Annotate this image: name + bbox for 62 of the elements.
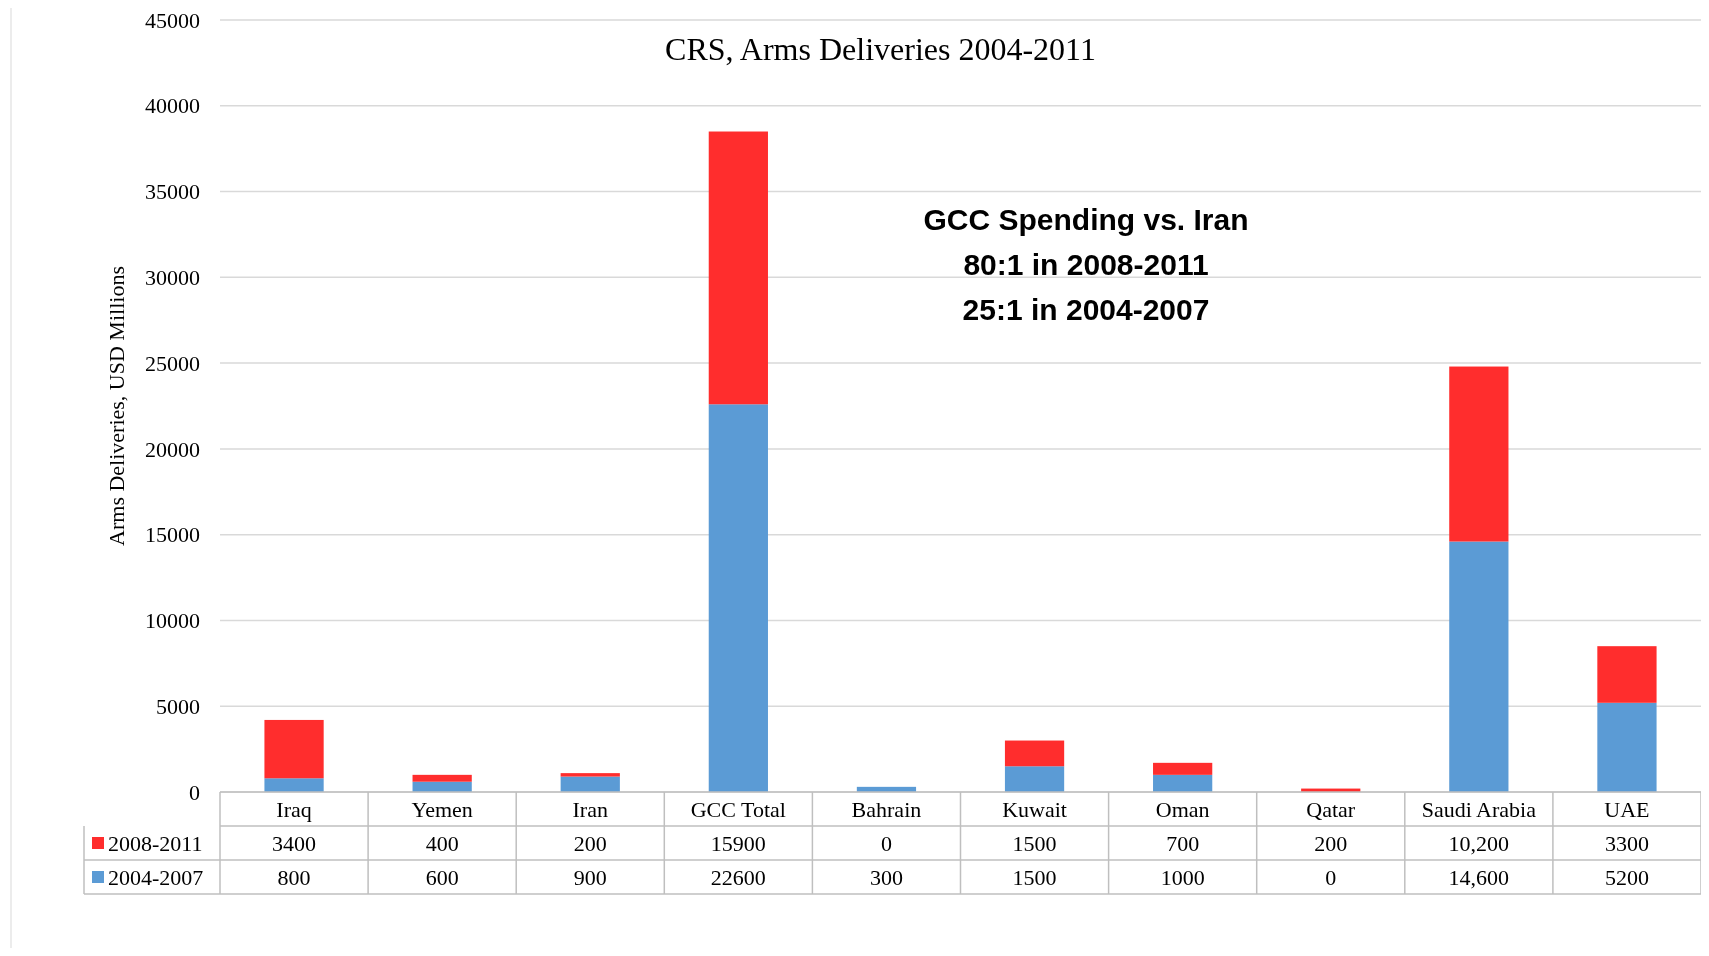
bar xyxy=(708,131,768,405)
bar xyxy=(708,404,768,792)
bar xyxy=(1597,702,1657,792)
x-tick-label: Kuwait xyxy=(1002,796,1067,822)
x-tick-label: UAE xyxy=(1604,796,1650,822)
y-tick-label: 20000 xyxy=(145,436,200,462)
data-label: 200 xyxy=(573,830,607,856)
data-label: 22600 xyxy=(710,864,766,890)
y-tick-label: 10000 xyxy=(145,608,200,634)
bar xyxy=(1004,740,1065,767)
data-label: 700 xyxy=(1166,830,1200,856)
data-label: 800 xyxy=(277,864,311,890)
data-label: 300 xyxy=(869,864,903,890)
data-label: 3400 xyxy=(272,830,317,856)
bar xyxy=(1153,774,1213,792)
x-tick-label: Saudi Arabia xyxy=(1421,796,1537,822)
y-tick-label: 30000 xyxy=(145,265,200,291)
y-tick-label: 35000 xyxy=(145,179,200,205)
data-label: 1500 xyxy=(1012,830,1057,856)
data-label: 600 xyxy=(425,864,459,890)
bar xyxy=(264,778,324,792)
bar xyxy=(1153,762,1213,775)
y-tick-label: 25000 xyxy=(145,350,200,376)
y-tick-label: 15000 xyxy=(145,522,200,548)
data-label: 3300 xyxy=(1604,830,1649,856)
bar xyxy=(264,719,324,779)
bar xyxy=(1004,766,1065,792)
x-tick-label: Iraq xyxy=(276,796,312,822)
data-label: 400 xyxy=(425,830,459,856)
data-label: 0 xyxy=(1325,864,1337,890)
bar xyxy=(412,774,472,782)
data-label: 15900 xyxy=(710,830,766,856)
data-label: 200 xyxy=(1314,830,1348,856)
chart-title: CRS, Arms Deliveries 2004-2011 xyxy=(665,31,1096,67)
legend-label: 2008-2011 xyxy=(108,830,203,856)
bar xyxy=(1449,541,1509,792)
data-label: 900 xyxy=(573,864,607,890)
bar xyxy=(560,776,620,792)
x-tick-label: Qatar xyxy=(1306,796,1356,822)
legend-label: 2004-2007 xyxy=(108,864,204,890)
data-label: 14,600 xyxy=(1448,864,1510,890)
data-label: 0 xyxy=(880,830,892,856)
x-tick-label: Oman xyxy=(1155,796,1210,822)
bar xyxy=(1449,366,1509,542)
y-tick-label: 0 xyxy=(189,779,200,805)
y-axis-title: Arms Deliveries, USD Millions xyxy=(104,266,129,546)
data-label: 10,200 xyxy=(1448,830,1510,856)
annotation: 25:1 in 2004-2007 xyxy=(962,293,1210,326)
x-tick-label: GCC Total xyxy=(690,796,786,822)
bar xyxy=(560,773,620,777)
data-label: 5200 xyxy=(1604,864,1649,890)
y-tick-label: 45000 xyxy=(145,7,200,33)
x-tick-label: Iran xyxy=(572,796,608,822)
data-label: 1000 xyxy=(1160,864,1205,890)
annotation: 80:1 in 2008-2011 xyxy=(963,248,1209,281)
annotation: GCC Spending vs. Iran xyxy=(923,203,1249,236)
y-tick-label: 5000 xyxy=(156,693,200,719)
y-tick-label: 40000 xyxy=(145,93,200,119)
x-tick-label: Bahrain xyxy=(851,796,922,822)
data-label: 1500 xyxy=(1012,864,1057,890)
bar xyxy=(1597,646,1657,703)
x-tick-label: Yemen xyxy=(411,796,473,822)
